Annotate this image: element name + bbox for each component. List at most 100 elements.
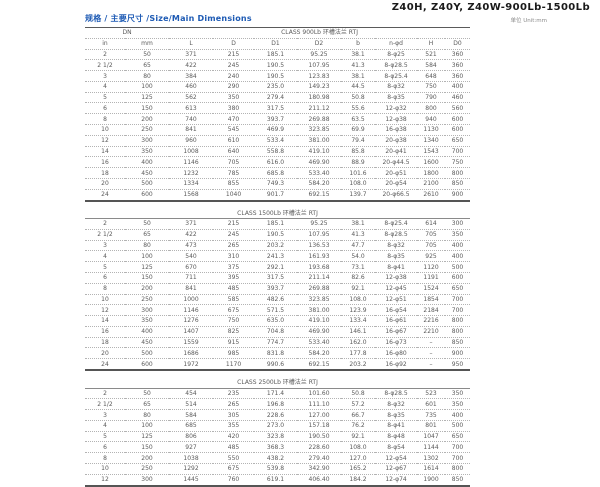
table-cell: 12-φ54: [375, 452, 418, 465]
table-row: 12 300 960 610 533.4 381.00 79.4 20-φ38 1340 650: [85, 135, 471, 147]
table-cell: 704.8: [254, 326, 298, 338]
table-cell: 350: [125, 315, 170, 327]
table-cell: 650: [445, 135, 471, 147]
table-cell: 100: [125, 250, 170, 263]
table-cell: 123.9: [341, 304, 376, 317]
table-cell: 50: [125, 388, 170, 400]
table-cell: 355: [213, 420, 255, 432]
table-cell: 123.83: [297, 70, 342, 82]
table-cell: 670: [169, 261, 214, 273]
table-cell: 1407: [169, 326, 214, 338]
table-cell: 500: [445, 420, 471, 432]
table-cell: 500: [125, 178, 170, 190]
table-cell: 300: [125, 474, 170, 487]
table-cell: 1008: [169, 146, 214, 158]
table-cell: 2100: [417, 178, 446, 190]
table-cell: 95.25: [297, 49, 342, 61]
table-cell: 20-φ51: [375, 167, 418, 179]
column-header: H: [417, 38, 446, 50]
table-cell: 323.85: [297, 124, 342, 136]
table-cell: 950: [445, 358, 471, 372]
table-cell: 750: [417, 81, 446, 93]
table-cell: 533.40: [297, 337, 342, 349]
table-cell: 2184: [417, 304, 446, 317]
table-cell: 41.3: [341, 229, 376, 241]
table-cell: 65: [125, 229, 170, 241]
table-cell: 393.7: [254, 283, 298, 295]
column-header: b: [341, 38, 376, 50]
table-cell: 760: [213, 474, 255, 487]
table-cell: 12: [85, 474, 125, 487]
table-cell: 190.5: [254, 70, 298, 82]
table-cell: 2610: [417, 189, 446, 202]
table-row: 3 80 384 240 190.5 123.83 38.1 8-φ25.4 648 360: [85, 70, 471, 82]
table-cell: 1276: [169, 315, 214, 327]
table-cell: 841: [169, 283, 214, 295]
table-cell: 469.90: [297, 326, 342, 338]
table-cell: 125: [125, 261, 170, 273]
table-cell: 12-φ74: [375, 474, 418, 487]
table-cell: 8-φ25: [375, 49, 418, 61]
table-cell: 1686: [169, 347, 214, 360]
table-cell: 211.12: [297, 102, 342, 115]
table-cell: 269.88: [297, 113, 342, 126]
table-cell: 65: [125, 59, 170, 72]
table-cell: 558.8: [254, 146, 298, 158]
section-label: CLASS 1500Lb 环槽法兰 RTJ: [85, 208, 471, 220]
table-row: 2 50 371 215 185.1 95.25 38.1 8-φ25 521 360: [85, 49, 471, 61]
table-cell: 157.18: [297, 420, 342, 432]
table-cell: 585: [213, 294, 255, 306]
table-cell: 2: [85, 388, 125, 400]
table-cell: 2 1/2: [85, 398, 125, 411]
table-cell: 800: [445, 463, 471, 475]
table-cell: 57.2: [341, 398, 376, 411]
table-cell: 215: [213, 218, 255, 230]
table-cell: 460: [445, 92, 471, 104]
table-cell: 6: [85, 441, 125, 454]
table-cell: 101.6: [341, 167, 376, 179]
table-row: 24 600 1568 1040 901.7 692.15 139.7 20-φ66.5 261…: [85, 189, 471, 202]
table-row: 16 400 1146 705 616.0 469.90 88.9 20-φ44.5 1600 7…: [85, 156, 471, 169]
table-cell: 500: [125, 347, 170, 360]
table-cell: 111.10: [297, 398, 342, 411]
table-cell: 1302: [417, 452, 446, 465]
spacer-cell: [85, 201, 470, 209]
table-cell: 108.0: [341, 178, 376, 190]
table-cell: 177.8: [341, 347, 376, 360]
table-cell: 12: [85, 304, 125, 317]
table-cell: 16: [85, 156, 125, 169]
table-cell: –: [417, 347, 446, 360]
table-cell: 66.7: [341, 409, 376, 421]
table-cell: 750: [445, 156, 471, 169]
table-cell: 24: [85, 189, 125, 202]
table-cell: 136.53: [297, 240, 342, 252]
table-cell: 384: [169, 70, 214, 82]
table-cell: 1524: [417, 283, 446, 295]
table-cell: 692.15: [297, 189, 342, 202]
table-cell: 149.23: [297, 81, 342, 93]
table-cell: 1038: [169, 452, 214, 465]
table-row: 2 1/2 65 514 265 196.8 111.10 57.2 8-φ32 601 350: [85, 398, 471, 411]
table-cell: 20-φ54: [375, 178, 418, 190]
table-cell: 8-φ25.4: [375, 218, 418, 230]
table-cell: 635.0: [254, 315, 298, 327]
table-cell: 800: [445, 167, 471, 179]
table-row: 20 500 1334 855 749.3 584.20 108.0 20-φ54 2100 85…: [85, 178, 471, 190]
table-row: 18 450 1232 785 685.8 533.40 101.6 20-φ51 1800 80…: [85, 167, 471, 179]
table-cell: 8-φ25.4: [375, 70, 418, 82]
table-row: 2 1/2 65 422 245 190.5 107.95 41.3 8-φ28.5 705 35…: [85, 229, 471, 241]
table-cell: 925: [417, 250, 446, 263]
table-cell: 5: [85, 92, 125, 104]
table-cell: 533.4: [254, 135, 298, 147]
table-cell: 420: [213, 431, 255, 443]
table-cell: 8-φ35: [375, 92, 418, 104]
table-cell: 400: [125, 156, 170, 169]
table-cell: 3: [85, 240, 125, 252]
section-spacer: [85, 370, 470, 378]
table-cell: 2210: [417, 326, 446, 338]
table-cell: 150: [125, 272, 170, 284]
table-cell: 80: [125, 240, 170, 252]
table-cell: 279.4: [254, 92, 298, 104]
table-cell: 6: [85, 272, 125, 284]
table-cell: 482.6: [254, 294, 298, 306]
